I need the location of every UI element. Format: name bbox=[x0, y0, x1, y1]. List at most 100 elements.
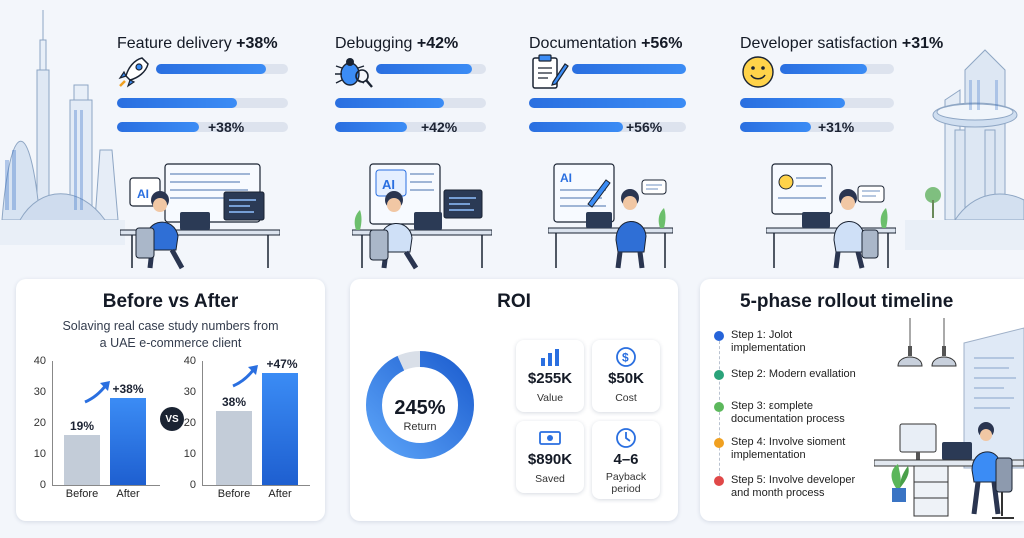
step-dot bbox=[714, 370, 724, 380]
stat-label: Payback period bbox=[605, 471, 647, 495]
plant-icon bbox=[658, 208, 666, 228]
pendant-lamp-icon bbox=[931, 346, 957, 367]
screen-ai-label: AI bbox=[382, 177, 395, 192]
timeline-step-3: Step 3: εomplete documentation process bbox=[731, 400, 845, 425]
stat-card-value: $255K Value bbox=[516, 340, 584, 412]
metric-title-feature-delivery: Feature delivery +38% bbox=[117, 35, 278, 52]
office-illustration bbox=[874, 318, 1024, 519]
developer-workstation-illustration bbox=[766, 163, 896, 269]
clipboard-icon bbox=[532, 54, 569, 89]
metric-bar-fill bbox=[156, 64, 266, 74]
stat-card-payback: 4–6 Payback period bbox=[592, 421, 660, 499]
category-label: After bbox=[268, 488, 292, 500]
metric-bar-secondary bbox=[117, 98, 288, 108]
metric-title-developer-satisfaction: Developer satisfaction +31% bbox=[740, 35, 944, 52]
city-skyline-right bbox=[905, 49, 1024, 250]
category-label: After bbox=[116, 488, 140, 500]
plant-icon bbox=[891, 464, 909, 502]
metric-bar-tertiary bbox=[740, 122, 894, 132]
timeline-step-4: Step 4: Involve sioment implementation bbox=[731, 436, 846, 461]
metric-bar-label: +31% bbox=[818, 119, 855, 135]
developer-workstation-illustration: AI bbox=[352, 163, 492, 270]
tree-icon bbox=[925, 187, 941, 218]
stat-label: Saved bbox=[535, 473, 565, 485]
metric-bar-main bbox=[780, 64, 894, 74]
bar-after bbox=[110, 398, 146, 485]
category-label: Before bbox=[65, 488, 99, 500]
donut-arc bbox=[366, 351, 474, 459]
bug-icon bbox=[335, 58, 373, 88]
card-subtitle: Solaving real case study numbers from a … bbox=[62, 319, 279, 350]
plant-icon bbox=[880, 208, 888, 228]
donut-label: Return bbox=[403, 421, 437, 433]
stat-label: Value bbox=[536, 392, 564, 404]
stat-card-cost: $ $50K Cost bbox=[592, 340, 660, 412]
metric-bar-main bbox=[376, 64, 486, 74]
bar-before bbox=[64, 435, 100, 485]
metric-bar-main bbox=[156, 64, 288, 74]
bar-chart-icon bbox=[541, 349, 559, 366]
tick-label: 20 bbox=[33, 417, 46, 429]
metric-bar-label: +42% bbox=[421, 119, 458, 135]
metric-bar-tertiary bbox=[335, 122, 486, 132]
cash-icon bbox=[539, 431, 561, 445]
stat-value: $255K bbox=[527, 370, 573, 387]
tick-label: 40 bbox=[183, 355, 196, 367]
clock-icon bbox=[616, 428, 636, 448]
screen-ai-label: AI bbox=[137, 187, 149, 201]
tick-label: 0 bbox=[39, 479, 46, 491]
bar-before bbox=[216, 410, 252, 485]
before-after-card: Before vs After Solaving real case study… bbox=[16, 279, 325, 521]
metric-bar-secondary bbox=[335, 98, 486, 108]
roi-donut-chart bbox=[366, 351, 474, 459]
metric-bar-secondary bbox=[740, 98, 894, 108]
bar-after bbox=[262, 373, 298, 485]
roi-card: ROI 245% Return $255K Value $ $50K Cost bbox=[350, 279, 678, 521]
card-title: Before vs After bbox=[102, 291, 239, 312]
step-dot bbox=[714, 476, 724, 486]
metric-bar-tertiary bbox=[117, 122, 288, 132]
rocket-icon bbox=[118, 57, 149, 88]
card-title: 5-phase rollout timeline bbox=[740, 291, 954, 312]
tick-label: 20 bbox=[183, 417, 196, 429]
city-skyline-left bbox=[0, 10, 125, 245]
stat-card-saved: $890K Saved bbox=[516, 421, 584, 493]
stat-label: Cost bbox=[615, 392, 637, 404]
step-dot bbox=[714, 402, 724, 412]
timeline-step-1: Step 1: Jolot implementation bbox=[731, 329, 806, 354]
timeline-step-2: Step 2: Modern evallation bbox=[731, 368, 856, 380]
step-dot bbox=[714, 438, 724, 448]
tick-label: 30 bbox=[183, 386, 196, 398]
donut-value: 245% bbox=[394, 397, 446, 419]
metric-bar-label: +38% bbox=[208, 119, 245, 135]
stat-value: $890K bbox=[527, 451, 573, 468]
stat-value: 4–6 bbox=[613, 451, 639, 468]
trend-arrow-icon bbox=[84, 381, 110, 404]
tick-label: 40 bbox=[33, 355, 46, 367]
developer-workstation-illustration: AI bbox=[548, 163, 673, 269]
step-dot bbox=[714, 331, 724, 341]
timeline-step-5: Step 5: Involve developer and month proce… bbox=[731, 474, 856, 499]
metric-bar-main bbox=[572, 64, 686, 74]
dollar-coin-icon: $ bbox=[616, 347, 636, 367]
developer-workstation-illustration: AI bbox=[120, 163, 280, 270]
bar-value-label: 38% bbox=[221, 394, 247, 409]
smiley-icon bbox=[742, 56, 774, 88]
screen-ai-label: AI bbox=[560, 171, 572, 185]
pendant-lamp-icon bbox=[897, 346, 923, 367]
category-label: Before bbox=[217, 488, 251, 500]
tick-label: 10 bbox=[33, 448, 46, 460]
bar-value-label: +47% bbox=[266, 357, 298, 372]
metric-bar-label: +56% bbox=[626, 119, 663, 135]
metric-title-debugging: Debugging +42% bbox=[335, 35, 459, 52]
metric-bar-secondary bbox=[529, 98, 686, 108]
stat-value: $50K bbox=[608, 370, 644, 387]
card-title: ROI bbox=[497, 291, 531, 312]
metric-bar-tertiary bbox=[529, 122, 686, 132]
tick-label: 30 bbox=[33, 386, 46, 398]
metric-title-documentation: Documentation +56% bbox=[529, 35, 683, 52]
vs-badge: VS bbox=[160, 407, 184, 431]
tick-label: 10 bbox=[183, 448, 196, 460]
bar-value-label: 19% bbox=[69, 419, 95, 434]
bar-value-label: +38% bbox=[112, 382, 144, 397]
